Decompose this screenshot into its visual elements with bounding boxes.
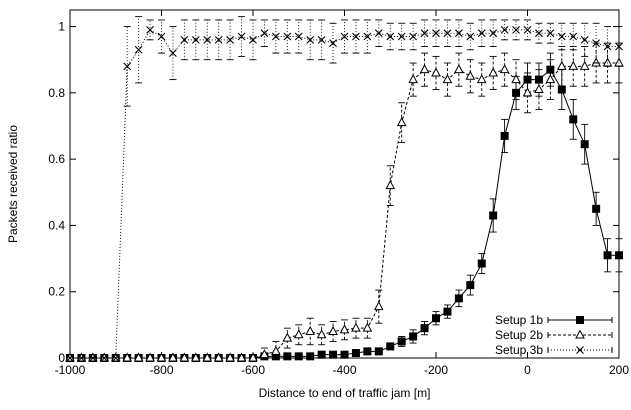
x-tick-label: 200: [609, 363, 629, 377]
data-point: [409, 75, 417, 83]
data-point: [443, 75, 451, 83]
data-point: [250, 36, 257, 43]
data-point: [604, 43, 611, 50]
y-tick-label: 0.2: [48, 285, 65, 299]
data-point: [410, 333, 417, 340]
data-point: [398, 118, 406, 126]
data-point: [581, 36, 588, 43]
y-tick-label: 1: [58, 20, 65, 34]
y-axis-label: Packets received ratio: [6, 125, 20, 243]
data-point: [433, 315, 440, 322]
data-point: [307, 36, 314, 43]
data-point: [501, 132, 508, 139]
legend-label: Setup 1b: [495, 313, 543, 327]
data-point: [455, 65, 463, 73]
data-point: [490, 212, 497, 219]
data-point: [604, 252, 611, 259]
data-point: [341, 351, 348, 358]
y-tick-label: 0: [58, 351, 65, 365]
data-point: [478, 75, 486, 83]
x-tick-label: -1000: [55, 363, 86, 377]
data-point: [363, 324, 371, 332]
data-point: [581, 62, 589, 70]
data-point: [501, 65, 509, 73]
series-layer: [66, 17, 623, 362]
y-tick-label: 0.4: [48, 218, 65, 232]
x-tick-label: -400: [332, 363, 356, 377]
data-point: [478, 260, 485, 267]
data-point: [192, 36, 199, 43]
data-point: [375, 348, 382, 355]
data-point: [455, 295, 462, 302]
x-axis-ticks: -1000 -800 -600 -400 -200 0 200: [55, 10, 630, 377]
x-tick-label: -200: [424, 363, 448, 377]
y-tick-label: 0.6: [48, 152, 65, 166]
data-point: [307, 353, 314, 360]
data-point: [616, 252, 623, 259]
data-point: [576, 331, 584, 339]
plot-frame: [70, 10, 619, 358]
data-point: [421, 65, 429, 73]
data-point: [577, 347, 584, 354]
legend-label: Setup 2b: [495, 328, 543, 342]
data-point: [158, 33, 165, 40]
data-point: [330, 351, 337, 358]
data-point: [330, 40, 337, 47]
data-point: [467, 282, 474, 289]
y-tick-label: 0.8: [48, 86, 65, 100]
data-point: [329, 327, 337, 335]
data-point: [352, 350, 359, 357]
data-point: [375, 302, 383, 310]
legend-label: Setup 3b: [495, 343, 543, 357]
data-point: [558, 86, 565, 93]
data-point: [364, 348, 371, 355]
data-point: [558, 62, 566, 70]
data-point: [577, 317, 584, 324]
data-point: [570, 116, 577, 123]
data-point: [295, 330, 303, 338]
data-point: [386, 181, 394, 189]
data-point: [284, 353, 291, 360]
data-point: [352, 324, 360, 332]
data-point: [181, 36, 188, 43]
data-point: [318, 351, 325, 358]
data-point: [387, 343, 394, 350]
data-point: [306, 327, 314, 335]
data-point: [444, 308, 451, 315]
data-point: [421, 325, 428, 332]
data-point: [535, 85, 543, 93]
data-point: [466, 72, 474, 80]
x-tick-label: 0: [524, 363, 531, 377]
data-point: [238, 33, 245, 40]
data-point: [581, 141, 588, 148]
data-point: [569, 62, 577, 70]
x-axis-label: Distance to end of traffic jam [m]: [259, 386, 431, 400]
x-tick-label: -800: [149, 363, 173, 377]
data-point: [398, 338, 405, 345]
data-point: [593, 205, 600, 212]
x-tick-label: -600: [241, 363, 265, 377]
data-point: [295, 353, 302, 360]
